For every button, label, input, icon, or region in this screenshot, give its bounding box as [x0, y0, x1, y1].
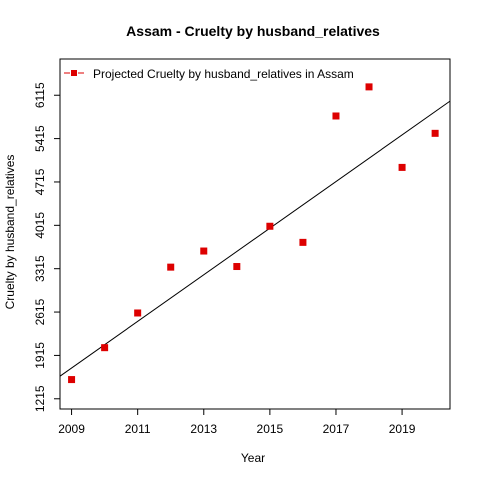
- x-tick-label: 2013: [190, 422, 217, 436]
- x-tick-label: 2017: [323, 422, 350, 436]
- y-tick-label: 6115: [33, 82, 47, 108]
- x-axis-label: Year: [241, 451, 265, 465]
- legend-marker: [71, 70, 77, 76]
- data-point: [134, 309, 142, 317]
- data-point: [365, 83, 373, 91]
- data-point: [68, 376, 76, 384]
- trend-line: [59, 100, 451, 377]
- y-tick-label: 1215: [33, 385, 47, 412]
- data-point: [299, 238, 307, 246]
- y-tick-label: 5415: [33, 125, 47, 152]
- legend-label: Projected Cruelty by husband_relatives i…: [93, 67, 354, 81]
- x-tick-label: 2011: [125, 422, 151, 436]
- y-tick-label: 2615: [33, 298, 47, 325]
- data-point: [398, 163, 406, 171]
- chart-title: Assam - Cruelty by husband_relatives: [126, 23, 380, 39]
- data-point: [101, 344, 109, 352]
- data-points: [68, 83, 439, 384]
- data-point: [233, 263, 241, 271]
- data-point: [332, 112, 340, 120]
- y-tick-label: 3315: [33, 255, 47, 282]
- y-tick-label: 4015: [33, 212, 47, 239]
- y-tick-label: 4715: [33, 168, 47, 195]
- x-tick-label: 2015: [257, 422, 284, 436]
- y-tick-label: 1915: [33, 342, 47, 369]
- data-point: [200, 247, 208, 255]
- x-tick-label: 2009: [58, 422, 85, 436]
- data-point: [167, 263, 175, 271]
- plot-area: [59, 58, 451, 410]
- legend: Projected Cruelty by husband_relatives i…: [64, 67, 354, 81]
- trend-line-group: [59, 100, 451, 377]
- data-point: [266, 222, 274, 230]
- data-point: [431, 129, 439, 137]
- y-axis-label: Cruelty by husband_relatives: [3, 155, 17, 310]
- x-tick-label: 2019: [389, 422, 416, 436]
- x-axis: 2009 2011 2013 2015 2017 2019: [58, 409, 416, 436]
- y-axis: 1215 1915 2615 3315 4015 4715 5415 6115: [33, 82, 60, 412]
